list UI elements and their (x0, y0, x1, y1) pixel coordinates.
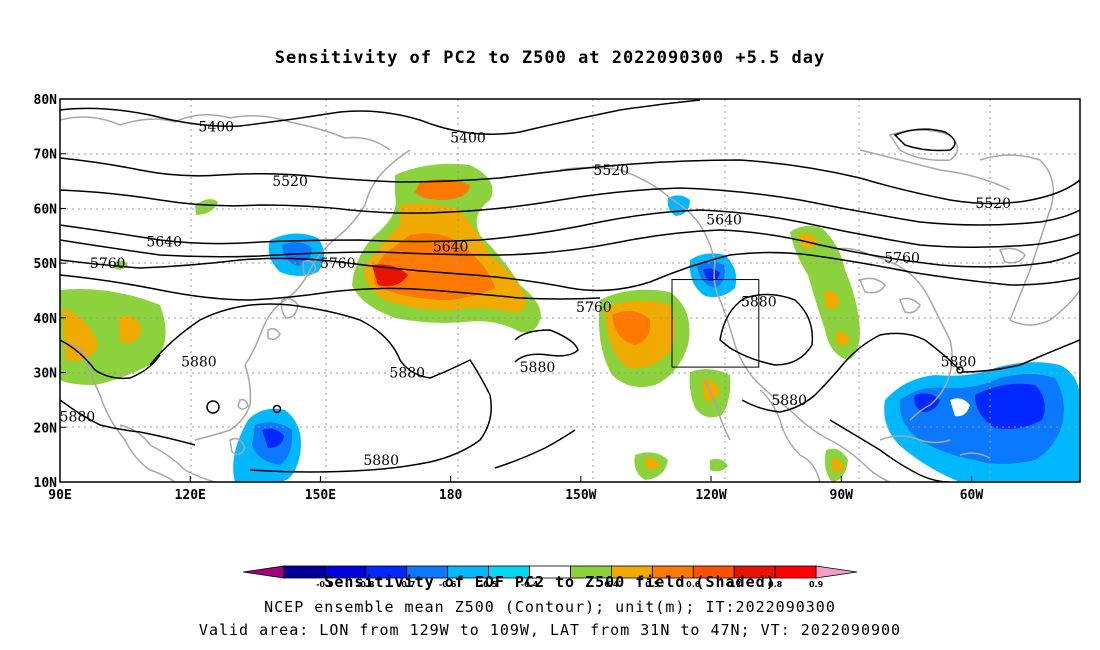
contour-5400 (60, 99, 701, 136)
shade-plains-positive (790, 225, 860, 360)
contour-5880-se-b (829, 419, 951, 482)
contour-label: 5640 (433, 240, 469, 256)
contour-label: 5640 (146, 234, 182, 250)
caption-shaded: Sensitivity of EOF PC2 to Z500 field (Sh… (324, 573, 776, 591)
graticule (60, 99, 1080, 482)
shade-small-orange-5 (832, 458, 844, 473)
lat-label: 50N (34, 257, 58, 272)
contour-5880-closed-west (60, 339, 161, 380)
shade-north-pacific-positive (352, 163, 541, 333)
lon-label: 60W (960, 488, 984, 503)
contour-small-loop-2 (272, 404, 282, 414)
lat-label: 70N (34, 148, 58, 163)
shade-india-positive (60, 289, 166, 385)
lat-label: 80N (34, 93, 58, 108)
contour-label: 5520 (975, 196, 1011, 212)
contour-5880-se (741, 332, 961, 413)
lat-label: 60N (34, 202, 58, 217)
shade-small-orange-3 (645, 457, 660, 470)
contour-label: 5880 (363, 453, 399, 469)
shade-philippine-negative (233, 408, 301, 482)
lat-label: 10N (34, 476, 58, 491)
lat-label: 20N (34, 421, 58, 436)
plot-frame (59, 98, 1081, 483)
lon-label: 150E (305, 488, 336, 503)
contour-label: 5880 (771, 393, 807, 409)
contour-label: 5640 (706, 212, 742, 228)
map-title: Sensitivity of PC2 to Z500 at 2022090300… (274, 48, 826, 68)
contour-5760 (60, 251, 1080, 292)
shade-small-green-4 (710, 458, 728, 472)
contour-label: 5520 (272, 174, 308, 190)
lon-label: 120E (175, 488, 206, 503)
lon-label: 180 (439, 488, 463, 503)
lat-label: 30N (34, 367, 58, 382)
contour-small-loop-3 (956, 366, 964, 374)
contour-5880-pac-east (494, 429, 576, 469)
contour-label: 5880 (520, 360, 556, 376)
lon-label: 120W (695, 488, 726, 503)
shade-baja-positive (689, 369, 731, 418)
lon-label: 90E (48, 488, 71, 503)
caption-valid-area: Valid area: LON from 129W to 109W, LAT f… (198, 621, 902, 639)
lat-label: 40N (34, 312, 58, 327)
contour-5880-west-small (60, 399, 196, 446)
z500-contours (60, 99, 1080, 482)
contour-label: 5880 (941, 355, 977, 371)
contour-5880-mid (514, 329, 579, 363)
contour-label: 5400 (198, 119, 234, 135)
contour-5880-lowlat-b (249, 359, 492, 473)
lon-label: 90W (830, 488, 854, 503)
caption-contour: NCEP ensemble mean Z500 (Contour); unit(… (264, 598, 836, 616)
contour-small-loop-1 (206, 400, 220, 414)
shade-ne-pacific-positive (598, 289, 690, 388)
contour-label: 5760 (90, 256, 126, 272)
contour-label: 5760 (576, 300, 612, 316)
lon-label: 150W (565, 488, 596, 503)
contour-label: 5880 (181, 355, 217, 371)
longitude-axis: 90E 120E 150E 180 150W 120W 90W 60W (48, 476, 983, 503)
contour-5400-closed (893, 128, 956, 152)
contour-label: 5400 (450, 130, 486, 146)
contour-5640 (60, 209, 1080, 249)
sensitivity-map: 5400 5400 5520 5520 5520 5640 5640 5640 5760 5760… (34, 93, 1081, 503)
contour-5760-b (60, 274, 601, 301)
contour-5520 (60, 157, 1080, 205)
shade-atlantic-negative (884, 362, 1080, 482)
latitude-axis: 80N 70N 60N 50N 40N 30N 20N 10N (34, 93, 66, 491)
contour-label: 5520 (593, 163, 629, 179)
contour-5880-atl (961, 339, 1080, 373)
contour-label: 5760 (320, 256, 356, 272)
contour-5880-lowlat-a (149, 303, 431, 379)
contour-5880-ridge-na (719, 293, 814, 366)
contour-5640-b (60, 229, 1080, 268)
contour-label: 5880 (60, 409, 96, 425)
valid-area-box (671, 279, 760, 368)
contour-5520-b (60, 187, 1080, 226)
shade-small-green-1 (195, 199, 218, 215)
contour-label: 5760 (884, 251, 920, 267)
contour-label: 5880 (389, 366, 425, 382)
